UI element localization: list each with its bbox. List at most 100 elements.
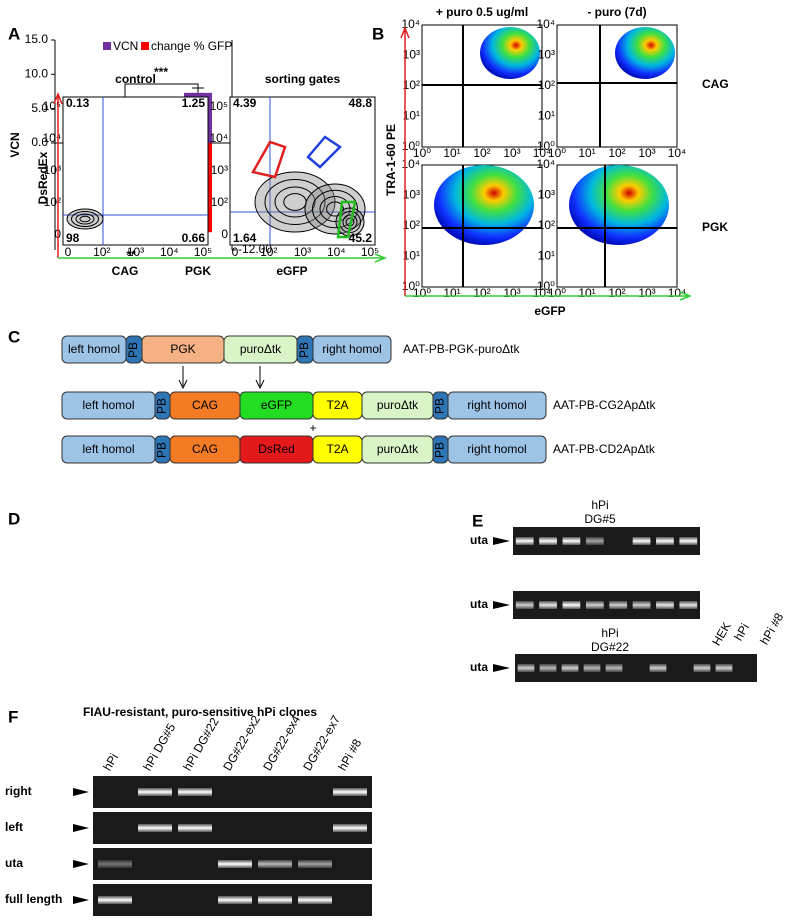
arrowhead (73, 824, 89, 832)
x-tick-label: 10³ (638, 286, 655, 300)
gate-lines (422, 25, 542, 147)
x-axis-label: eGFP (276, 264, 307, 278)
y-axis-label: VCN (8, 132, 22, 157)
gate (251, 140, 287, 179)
panel-label: A (8, 24, 20, 43)
y-tick-label: 10² (538, 78, 555, 92)
band (715, 664, 733, 672)
band (98, 860, 132, 868)
quadrant-value: 4.39 (233, 96, 257, 110)
y-arrow (53, 91, 63, 258)
quadrant-value: 1.64 (233, 231, 257, 245)
y-tick-label: 10⁴ (401, 157, 420, 171)
contour (75, 213, 95, 225)
flow-plot (62, 96, 209, 246)
construct-name: AAT-PB-CG2ApΔtk (553, 398, 656, 412)
panel-label: D (8, 509, 20, 528)
segment-label: PB (433, 398, 447, 414)
y-tick-label: 10² (403, 78, 420, 92)
y-tick-label: 10¹ (538, 109, 555, 123)
segment-label: puroΔtk (377, 398, 419, 412)
x-tick-label: 10⁰ (548, 146, 566, 160)
y-tick-label: 10⁴ (209, 131, 228, 145)
segment-label: right homol (322, 342, 381, 356)
segment-label: CAG (192, 442, 218, 456)
x-arrow (58, 253, 388, 263)
x-tick-label: 10⁴ (533, 146, 552, 160)
segment-label: puroΔtk (240, 342, 282, 356)
gate (336, 200, 357, 239)
legend-label: change % GFP (151, 39, 232, 53)
band (178, 788, 212, 796)
x-tick-label: 10² (473, 146, 490, 160)
segment-label: left homol (68, 342, 120, 356)
y-tick-label: 10⁰ (402, 139, 420, 153)
x-tick-label: 10² (260, 245, 277, 259)
plot-title: sorting gates (265, 72, 341, 86)
x-tick-label: 0 (232, 245, 239, 259)
band (585, 537, 604, 545)
x-tick-label: 10¹ (443, 146, 460, 160)
band (258, 860, 292, 868)
band (679, 601, 698, 609)
plot-title: control (115, 72, 156, 86)
gate-lines (557, 25, 677, 147)
x-tick-label: 10⁵ (361, 245, 379, 259)
x-tick-label: 10³ (638, 146, 655, 160)
y-tick-label: 0 (221, 227, 228, 241)
construct-segment (312, 335, 392, 364)
band (138, 824, 172, 832)
x-tick-label: PGK (185, 264, 211, 278)
band (539, 537, 557, 545)
construct-name: AAT-PB-PGK-puroΔtk (403, 342, 520, 356)
x-tick-label: 10¹ (443, 286, 460, 300)
band (562, 537, 581, 545)
x-tick-label: 10² (473, 286, 490, 300)
y-tick-label: 10⁰ (537, 279, 555, 293)
panel-label: E (472, 511, 483, 530)
lane-label: HEK (709, 620, 733, 648)
segment-label: right homol (467, 442, 526, 456)
band (298, 896, 332, 904)
segment-label: PGK (170, 342, 195, 356)
y-tick-label: 10⁵ (43, 99, 61, 113)
y2-tick-label: -12.00 (238, 242, 272, 256)
construct-segment (447, 391, 547, 420)
band (138, 788, 172, 796)
band (515, 601, 534, 609)
x-tick-label: 10⁵ (194, 245, 212, 259)
x-tick-label: 10¹ (578, 146, 595, 160)
y-tick-label: 10¹ (538, 249, 555, 263)
band (258, 896, 292, 904)
y-tick-label: 10.0 (25, 66, 49, 80)
construct-segment (447, 435, 547, 464)
contour (264, 179, 326, 225)
y-tick-label: 10⁴ (42, 131, 61, 145)
y-tick-label: 10⁴ (536, 157, 555, 171)
quadrant-value: 0.66 (182, 231, 206, 245)
y-tick-label: 10³ (211, 163, 228, 177)
arrowhead (73, 896, 89, 904)
gel (93, 776, 372, 808)
band (515, 537, 534, 545)
contour (312, 189, 358, 229)
segment-label: PB (155, 398, 169, 414)
segment-label: puroΔtk (377, 442, 419, 456)
lane-label: hPi #8 (335, 736, 364, 773)
segment-label: T2A (326, 398, 348, 412)
x-tick-label: CAG (112, 264, 139, 278)
legend-label: VCN (113, 39, 138, 53)
y-tick-label: 10³ (44, 163, 61, 177)
quadrant-value: 45.2 (349, 231, 373, 245)
arrowhead (73, 860, 89, 868)
y-tick-label: 10⁰ (537, 139, 555, 153)
band (605, 664, 623, 672)
segment-label: left homol (82, 398, 134, 412)
row-label: CAG (702, 77, 729, 91)
segment-label: left homol (82, 442, 134, 456)
y-tick-label: 10² (211, 195, 228, 209)
segment-label: eGFP (261, 398, 292, 412)
row-label: uta (470, 533, 488, 547)
row-label: uta (470, 660, 488, 674)
